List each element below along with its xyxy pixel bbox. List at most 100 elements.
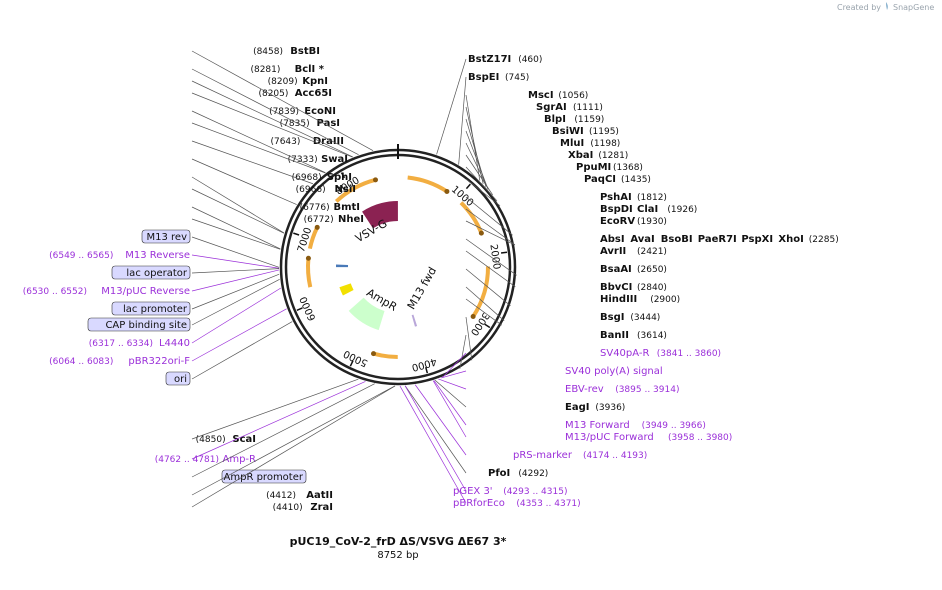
leader-line <box>465 298 502 326</box>
site-label-kpni: KpnI <box>302 76 328 87</box>
site-pos-econi: (7839) <box>269 107 299 117</box>
feature-box-ori <box>165 371 191 386</box>
site-pos-m13-reverse: (6549 .. 6565) <box>49 251 113 261</box>
site-pos-nsii: (6966) <box>296 185 326 195</box>
site-label-bmti: BmtI <box>333 202 360 213</box>
site-pos-m13-puc-reverse: (6530 .. 6552) <box>23 287 87 297</box>
site-pos-eagi: (3936) <box>595 403 625 413</box>
site-pos-pasi: (7835) <box>280 119 310 129</box>
site-label-m13-forward: M13 Forward <box>565 420 630 431</box>
site-label-sv40-poly-a-signal: SV40 poly(A) signal <box>565 366 663 377</box>
site-label-avrii: AvrII <box>600 246 626 257</box>
ring-tick <box>296 307 303 312</box>
leader-line <box>191 236 280 268</box>
site-label-swai: SwaI <box>321 154 348 165</box>
site-label-eagi: EagI <box>565 402 589 413</box>
site-label-pbrforeco: pBRforEco <box>453 498 505 509</box>
site-pos-bbvci: (2840) <box>637 283 667 293</box>
leader-line <box>465 238 517 276</box>
site-pos-pshai: (1812) <box>637 193 667 203</box>
site-pos-bsgi: (3444) <box>630 313 660 323</box>
site-pos-nhei: (6772) <box>304 215 334 225</box>
leader-line <box>191 287 282 344</box>
site-label-bstz17i: BstZ17I <box>468 54 511 65</box>
site-label-mlui: MluI <box>560 138 584 149</box>
site-label-ebv-rev: EBV-rev <box>565 384 604 395</box>
leader-line <box>442 352 467 378</box>
site-pos-xhoi: (2285) <box>809 235 839 245</box>
leader-line <box>465 286 505 321</box>
orf-arrowhead <box>470 314 476 320</box>
site-label-pgex-3: pGEX 3' <box>453 486 493 497</box>
site-label-m13-reverse: M13 Reverse <box>125 250 190 261</box>
site-label-msci: MscI <box>528 90 554 101</box>
site-pos-zrai: (4410) <box>273 503 303 513</box>
site-pos-pgex-3: (4293 .. 4315) <box>503 487 567 497</box>
leader-line <box>404 385 467 492</box>
leader-line <box>465 178 501 207</box>
leader-line <box>191 385 396 508</box>
leader-line <box>433 380 467 426</box>
site-label-pspxi: PspXI <box>741 234 773 245</box>
site-label-hindiii: HindIII <box>600 294 637 305</box>
leader-line <box>404 385 467 474</box>
site-label-paer7i: PaeR7I <box>698 234 737 245</box>
site-pos-ppumi: (1368) <box>613 163 643 173</box>
site-label-m13-puc-forward: M13/pUC Forward <box>565 432 654 443</box>
snapgene-logo-icon <box>886 2 888 10</box>
site-pos-sgrai: (1111) <box>573 103 603 113</box>
site-label-aatii: AatII <box>306 490 333 501</box>
site-pos-prs-marker: (4174 .. 4193) <box>583 451 647 461</box>
site-label-bstbi: BstBI <box>290 46 320 57</box>
ring-tick-label-4000: 4000 <box>410 355 437 372</box>
site-pos-bspei: (745) <box>505 73 529 83</box>
site-pos-draiii: (7643) <box>270 137 300 147</box>
site-label-bcli: BclI * <box>295 64 325 75</box>
leader-line <box>191 176 285 234</box>
ring-tick-label-2000: 2000 <box>487 244 501 271</box>
site-pos-avrii: (2421) <box>637 247 667 257</box>
ring-tick <box>349 360 354 367</box>
site-label-clai: ClaI <box>637 204 658 215</box>
site-pos-ecorv: (1930) <box>637 217 667 227</box>
orf-arc <box>334 177 377 203</box>
site-pos-bstz17i: (460) <box>518 55 542 65</box>
site-label-amp-r: Amp-R <box>223 454 257 465</box>
leader-line <box>191 383 375 478</box>
site-label-bspdi: BspDI <box>600 204 633 215</box>
site-label-bbvci: BbvCI <box>600 282 632 293</box>
leader-line <box>465 142 489 190</box>
site-pos-l4440: (6317 .. 6334) <box>89 339 153 349</box>
orf-arrowhead <box>444 188 450 194</box>
leader-line <box>465 196 513 236</box>
site-pos-swai: (7333) <box>288 155 318 165</box>
site-label-blpi: BlpI <box>544 114 566 125</box>
site-pos-banii: (3614) <box>637 331 667 341</box>
site-label-scai: ScaI <box>232 434 256 445</box>
feature-box-label-m13-rev: M13 rev <box>147 232 188 243</box>
feature-box-cap-binding-site <box>87 317 191 332</box>
site-pos-bsaai: (2650) <box>637 265 667 275</box>
ring-tick <box>484 323 491 329</box>
leader-line <box>459 334 467 369</box>
feature-box-label-lac-operator: lac operator <box>126 268 187 279</box>
feature-box-lac-operator <box>111 265 191 280</box>
site-label-avai: AvaI <box>630 234 654 245</box>
leader-line <box>191 321 293 380</box>
leader-line <box>432 380 467 438</box>
site-pos-mlui: (1198) <box>590 139 620 149</box>
orf-arc <box>372 351 398 359</box>
site-pos-amp-r: (4762 .. 4781) <box>155 455 219 465</box>
site-label-nsii: NsiI <box>335 184 356 195</box>
site-pos-ebv-rev: (3895 .. 3914) <box>615 385 679 395</box>
site-label-ecorv: EcoRV <box>600 216 635 227</box>
leader-line <box>191 269 280 292</box>
site-label-bspei: BspEI <box>468 72 499 83</box>
leader-line <box>434 379 467 408</box>
site-label-pshai: PshAI <box>600 192 632 203</box>
orf-arc <box>306 258 313 288</box>
site-pos-sphi: (6968) <box>292 173 322 183</box>
leader-line <box>465 208 516 246</box>
site-label-nhei: NheI <box>338 214 364 225</box>
